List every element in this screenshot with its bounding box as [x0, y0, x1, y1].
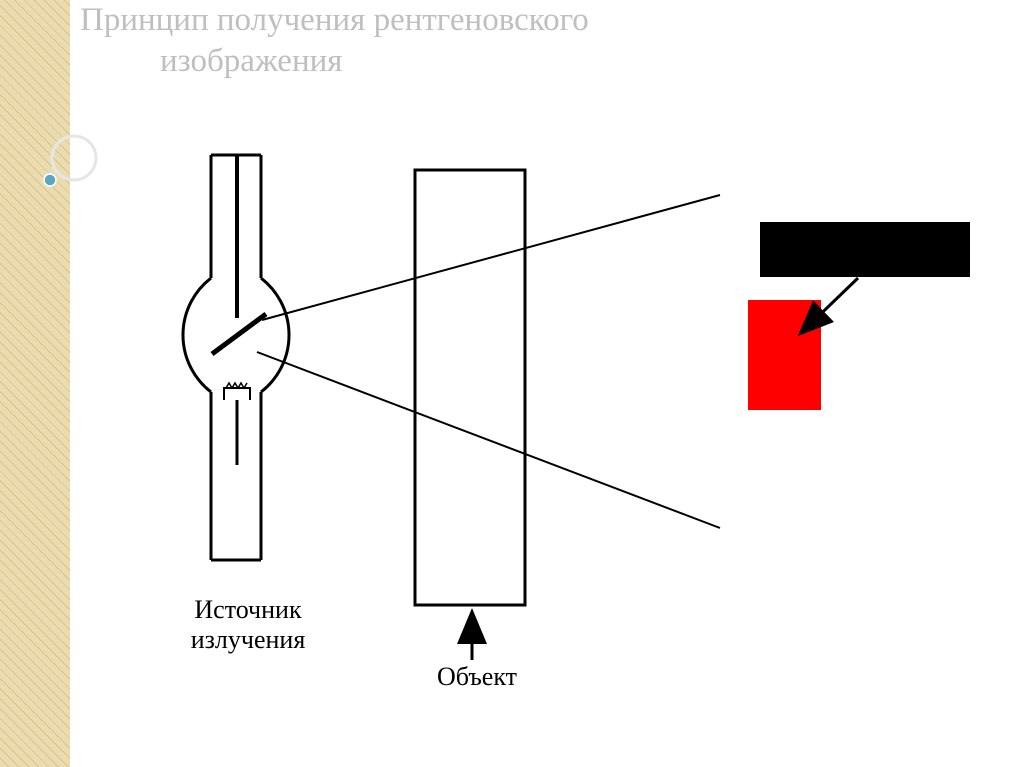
- source-label-line2: излучения: [191, 625, 306, 654]
- detector-red-box: [748, 300, 821, 410]
- source-label: Источник излучения: [168, 595, 328, 655]
- beam-lines: [257, 195, 720, 528]
- xray-diagram: [0, 0, 1024, 767]
- source-label-line1: Источник: [194, 595, 301, 624]
- detector-black-box: [760, 222, 970, 277]
- tube-internals: [212, 155, 266, 465]
- object-rect: [415, 170, 525, 605]
- object-label: Объект: [422, 662, 532, 692]
